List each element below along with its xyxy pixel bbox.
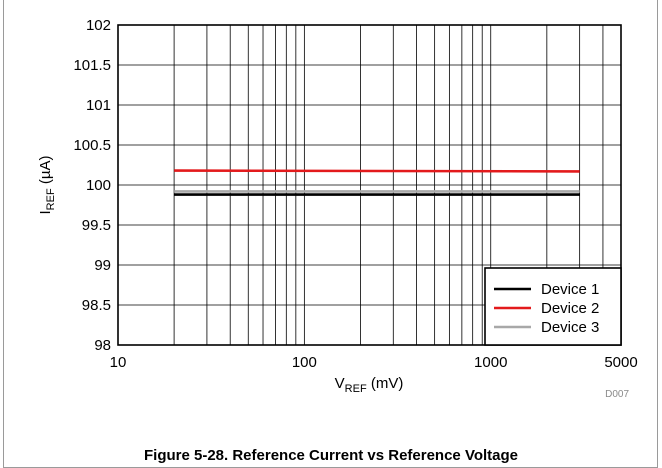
series-lines bbox=[174, 169, 580, 196]
y-axis-label: IREF (µA) bbox=[37, 156, 57, 215]
y-axis-label-unit: (µA) bbox=[37, 156, 54, 189]
y-tick-label: 101 bbox=[86, 97, 111, 114]
figure-caption: Figure 5-28. Reference Current vs Refere… bbox=[143, 447, 519, 464]
series-line-2 bbox=[174, 169, 580, 173]
x-axis-label-unit: (mV) bbox=[367, 375, 404, 392]
legend-label-1: Device 1 bbox=[541, 281, 599, 298]
x-tick-label: 100 bbox=[292, 354, 317, 371]
y-axis-label-sub: REF bbox=[45, 188, 57, 210]
y-tick-label: 100 bbox=[86, 177, 111, 194]
y-tick-label: 101.5 bbox=[73, 57, 111, 74]
x-tick-label: 10 bbox=[110, 354, 127, 371]
y-axis-label-main: I bbox=[37, 210, 54, 214]
x-tick-label: 5000 bbox=[604, 354, 637, 371]
legend-items: Device 1 Device 2 Device 3 bbox=[494, 281, 599, 336]
x-tick-label: 1000 bbox=[474, 354, 507, 371]
y-tick-label: 98.5 bbox=[82, 297, 111, 314]
legend: Device 1 Device 2 Device 3 bbox=[484, 267, 622, 346]
x-tick-labels: 10 100 1000 5000 bbox=[110, 354, 638, 371]
y-tick-label: 98 bbox=[94, 337, 111, 354]
x-axis-label-sub: REF bbox=[345, 383, 367, 395]
x-axis-label: VREF (mV) bbox=[335, 375, 404, 395]
x-axis-label-main: V bbox=[335, 375, 345, 392]
figure-id: D007 bbox=[605, 389, 629, 400]
chart: 98 98.5 99 99.5 100 100.5 101 101.5 102 10 100 100… bbox=[37, 17, 638, 400]
y-tick-label: 99 bbox=[94, 257, 111, 274]
legend-label-3: Device 3 bbox=[541, 319, 599, 336]
y-tick-label: 102 bbox=[86, 17, 111, 34]
y-tick-label: 100.5 bbox=[73, 137, 111, 154]
plot-area-border bbox=[117, 24, 622, 346]
legend-label-2: Device 2 bbox=[541, 300, 599, 317]
y-tick-label: 99.5 bbox=[82, 217, 111, 234]
legend-box bbox=[484, 267, 622, 346]
y-tick-labels: 98 98.5 99 99.5 100 100.5 101 101.5 102 bbox=[73, 17, 111, 354]
